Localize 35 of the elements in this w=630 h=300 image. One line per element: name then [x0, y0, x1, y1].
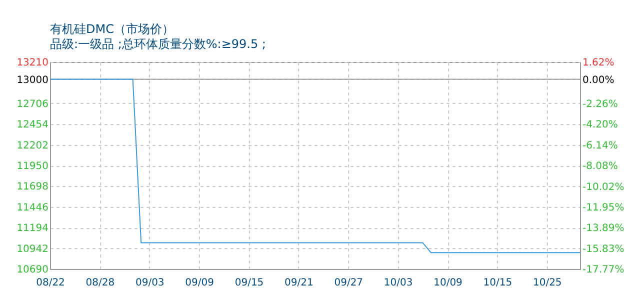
y-tick-label: 13210 — [16, 58, 48, 68]
y2-tick-label: -4.20% — [582, 120, 618, 131]
y-tick-label: 11698 — [16, 182, 48, 193]
y2-tick-label: -17.77% — [582, 264, 624, 276]
x-tick-label: 10/25 — [532, 278, 562, 288]
y-tick-label: 10690 — [16, 264, 48, 276]
x-tick-label: 09/21 — [284, 278, 314, 288]
y-tick-label: 11194 — [16, 223, 48, 234]
x-tick-label: 09/27 — [334, 278, 364, 288]
y-tick-label: 12706 — [16, 98, 48, 110]
y2-tick-label: -8.08% — [582, 161, 618, 172]
y2-tick-label: -10.02% — [582, 182, 624, 193]
x-tick-label: 09/03 — [135, 278, 164, 288]
x-tick-label: 10/03 — [384, 278, 413, 288]
x-tick-label: 09/15 — [234, 278, 264, 288]
y-tick-label: 10942 — [16, 244, 48, 255]
y2-tick-label: -6.14% — [582, 140, 618, 152]
y2-tick-label: 1.62% — [582, 58, 614, 68]
x-tick-label: 08/28 — [86, 278, 115, 288]
y2-tick-label: -2.26% — [582, 98, 618, 110]
y-tick-label: 11950 — [16, 161, 48, 172]
x-tick-label: 08/22 — [36, 278, 65, 288]
y-tick-label: 12454 — [16, 120, 48, 131]
x-tick-label: 09/09 — [185, 278, 214, 288]
chart-title: 有机硅DMC（市场价） — [50, 22, 174, 36]
x-tick-label: 10/09 — [434, 278, 462, 288]
y-tick-label: 12202 — [16, 140, 48, 152]
y2-tick-label: -13.89% — [582, 223, 624, 234]
y-tick-label: 11446 — [16, 202, 48, 214]
chart-subtitle: 品级:一级品 ;总环体质量分数%:≥99.5 ; — [50, 37, 266, 51]
y2-tick-label: -11.95% — [582, 202, 624, 214]
y2-tick-label: -15.83% — [582, 244, 624, 255]
y2-tick-label: 0.00% — [582, 74, 614, 86]
x-tick-label: 10/15 — [483, 278, 512, 288]
y-tick-label: 13000 — [16, 74, 48, 86]
